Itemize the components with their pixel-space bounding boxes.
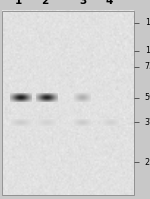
Text: 2: 2 xyxy=(41,0,49,6)
Text: 4: 4 xyxy=(106,0,113,6)
Text: 25: 25 xyxy=(145,158,150,167)
Text: 150: 150 xyxy=(145,18,150,27)
Text: 50: 50 xyxy=(145,93,150,102)
Text: 1: 1 xyxy=(14,0,22,6)
Text: 75: 75 xyxy=(145,62,150,71)
Text: 3: 3 xyxy=(79,0,86,6)
Text: 100: 100 xyxy=(145,46,150,55)
Text: 37: 37 xyxy=(145,118,150,127)
